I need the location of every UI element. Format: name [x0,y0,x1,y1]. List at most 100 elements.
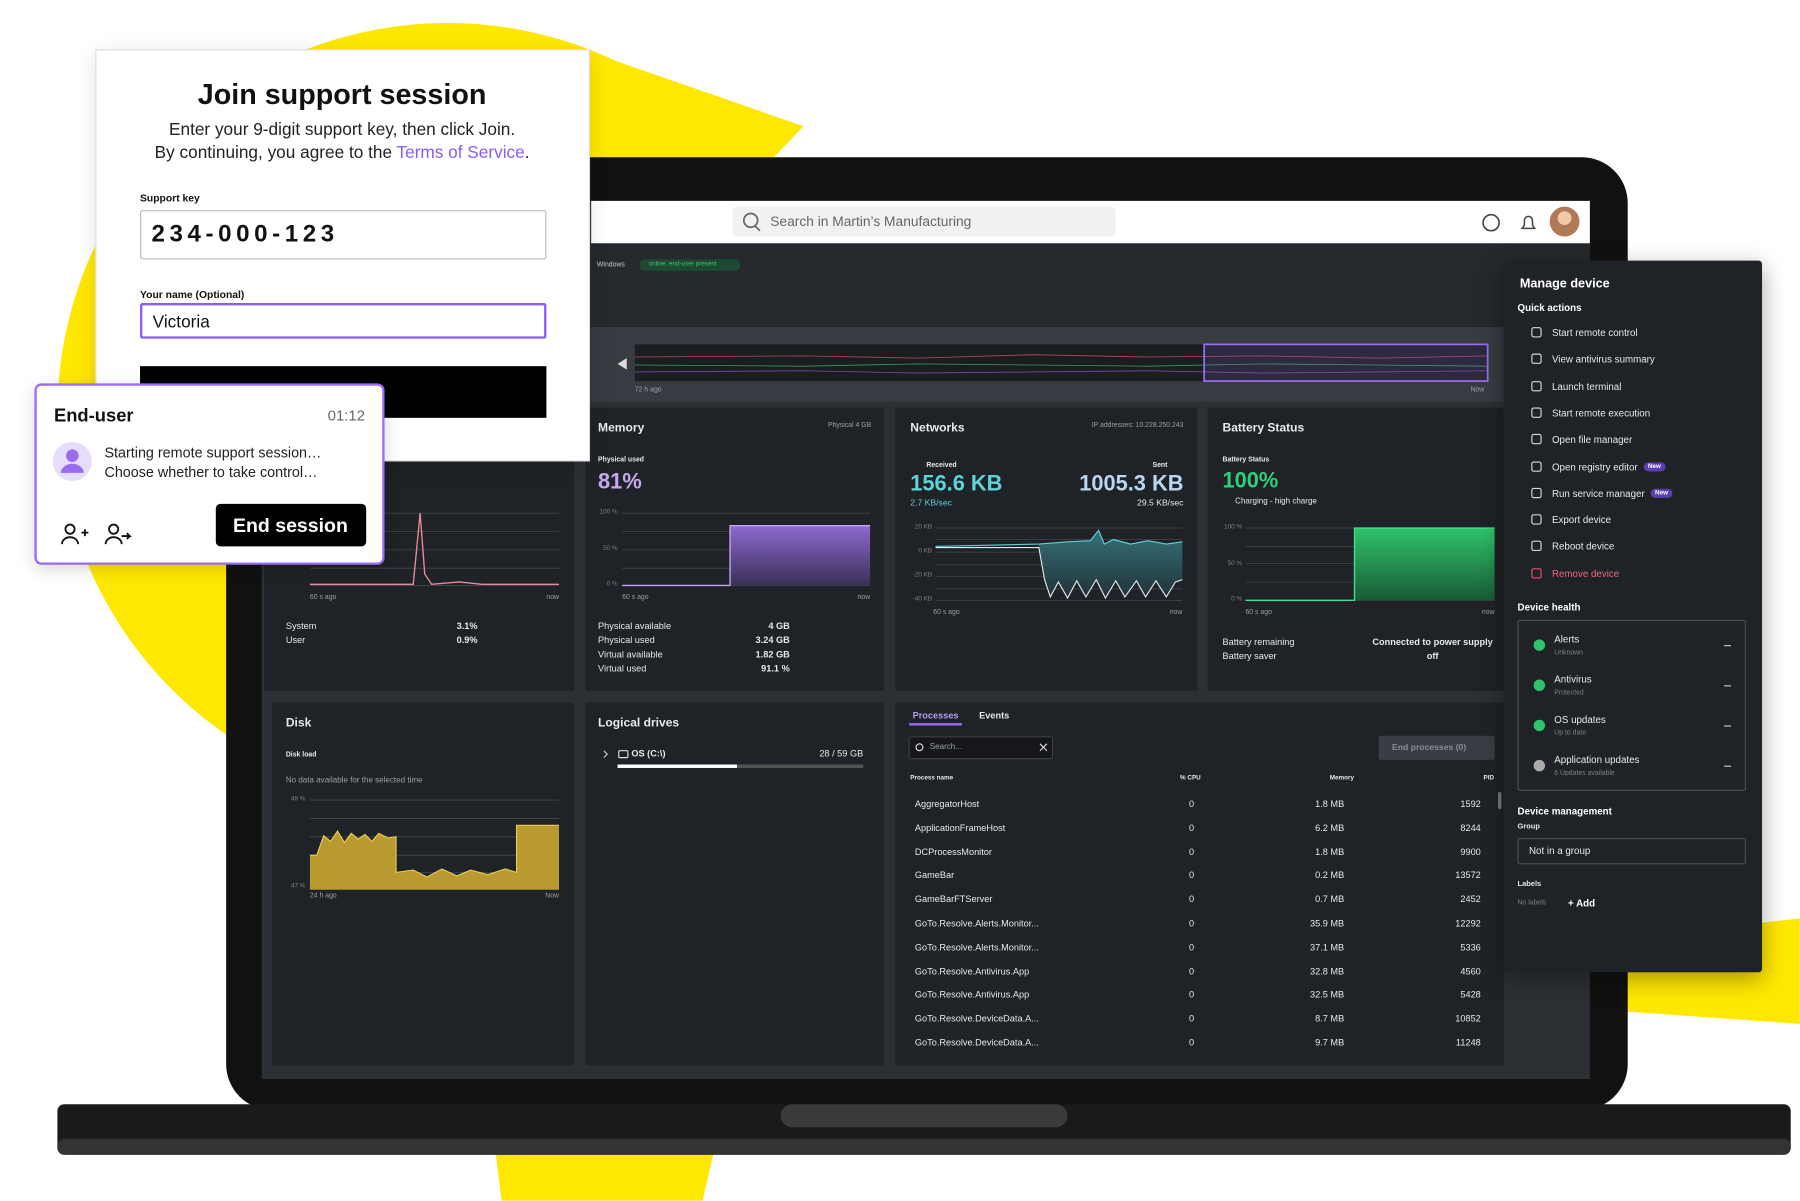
process-cell: 37.1 MB [1309,942,1345,953]
charts [1498,792,1502,810]
process-cell: GoTo.Resolve.DeviceData.A... [914,1013,1039,1025]
process-cell: 0.2 MB [1315,870,1345,881]
process-cell: 1592 [1460,798,1481,810]
quick-action[interactable]: Remove device [1551,567,1620,580]
axis-label: 100 % [1224,523,1243,531]
end-session-button[interactable] [215,503,367,547]
health-icon [1533,719,1546,732]
end-session-label[interactable]: End session [232,514,348,537]
tab[interactable]: Processes [912,710,959,721]
search-input[interactable]: Search... [929,743,962,752]
charts [617,764,737,768]
charts [603,750,609,759]
stat-label: Sent [1152,462,1168,470]
health-name[interactable]: Alerts [1554,633,1580,645]
card-title: Memory [598,420,645,435]
group-value[interactable]: Not in a group [1529,844,1591,857]
axis-label: Now [545,893,560,900]
field-label: Labels [1517,880,1542,889]
quick-action[interactable]: View antivirus summary [1551,353,1655,366]
axis-label: 60 s ago [309,594,337,602]
action-icon [1531,380,1542,391]
quick-action[interactable]: Open registry editor New [1552,462,1666,472]
field-label: Your name (Optional) [140,288,245,301]
charts [634,354,1488,374]
tab[interactable]: Events [979,710,1010,721]
status-pill: online, end-user present [648,260,717,268]
row-label: User [285,634,306,646]
quick-action[interactable]: Launch terminal [1551,380,1622,392]
background [732,206,1116,237]
health-name[interactable]: Antivirus [1554,673,1592,686]
action-icon [1531,567,1542,579]
process-cell: AggregatorHost [914,798,980,810]
quick-action[interactable]: Start remote execution [1551,407,1651,419]
end-processes[interactable]: End processes (0) [1392,741,1467,753]
row-label: Physical used [598,635,655,646]
health-arrow [1724,645,1732,647]
card-title: Networks [910,420,965,435]
search-placeholder[interactable]: Search in Martin’s Manufacturing [770,213,972,230]
terms-end: . [524,142,530,163]
axis-label: 50 % [603,544,618,552]
process-cell: 0 [1188,1037,1195,1049]
session-time: 01:12 [327,406,366,425]
charts [1354,528,1495,601]
new-badge: New [1650,488,1673,498]
quick-action[interactable]: Run service manager New [1552,488,1673,498]
end-user-icons [60,463,84,473]
row-value: 3.1% [456,621,478,632]
card-title: End-user [53,406,134,426]
terms-link[interactable]: Terms of Service [396,142,525,163]
stat-value: 81% [598,470,642,495]
stat-meta: Charging - high charge [1235,497,1317,506]
health-name[interactable]: OS updates [1554,713,1606,726]
action-icon [1531,353,1542,365]
quick-action[interactable]: Reboot device [1551,540,1615,553]
name-input[interactable] [140,303,547,339]
axis-label: 60 s ago [622,594,649,602]
timeline-start: 72 h ago [634,386,662,394]
axis-label: now [546,594,560,602]
key-input[interactable] [140,210,547,260]
quick-action[interactable]: Start remote control [1551,326,1638,339]
process-cell: 32.8 MB [1309,966,1345,977]
name-value[interactable]: Victoria [152,312,210,333]
stat-value: 100% [1222,468,1279,494]
add-label[interactable]: + Add [1568,897,1596,909]
health-name[interactable]: Application updates [1554,753,1640,766]
process-cell: 0 [1188,942,1195,953]
charts [622,525,871,587]
process-cell: GoTo.Resolve.Alerts.Monitor... [914,918,1039,929]
background [1482,213,1500,232]
charts [730,525,871,586]
process-cell: 8.7 MB [1315,1013,1345,1025]
background [754,225,761,232]
stat-value: 1005.3 KB [1079,472,1184,497]
axis-label: 0 KB [918,547,933,555]
timeline-end: Now [1470,386,1485,394]
row-label: Virtual available [598,649,663,660]
key-value[interactable]: 234-000-123 [151,220,339,248]
charts [634,370,1488,374]
process-cell: DCProcessMonitor [914,846,992,858]
row-value: Connected to power supply [1372,637,1493,648]
process-cell: 9900 [1460,846,1481,858]
stat-label: Physical used [598,456,645,464]
process-cell: 12292 [1455,918,1481,929]
health-status: Unknown [1554,649,1583,657]
drive-usage: 28 / 59 GB [819,748,864,759]
health-arrow [1724,725,1732,727]
stat-rate: 2.7 KB/sec [910,497,952,508]
card-meta: IP addresses: 10.228.250.243 [1091,422,1184,430]
quick-action[interactable]: Open file manager [1551,433,1633,446]
card-meta: Physical 4 GB [827,422,872,430]
process-cell: 2452 [1460,894,1481,905]
axis-label: 20 KB [914,523,933,531]
charts [618,750,629,759]
health-status: Protected [1554,689,1584,697]
charts [935,546,1183,600]
quick-action[interactable]: Export device [1551,514,1612,526]
process-cell: 0 [1188,1013,1195,1025]
